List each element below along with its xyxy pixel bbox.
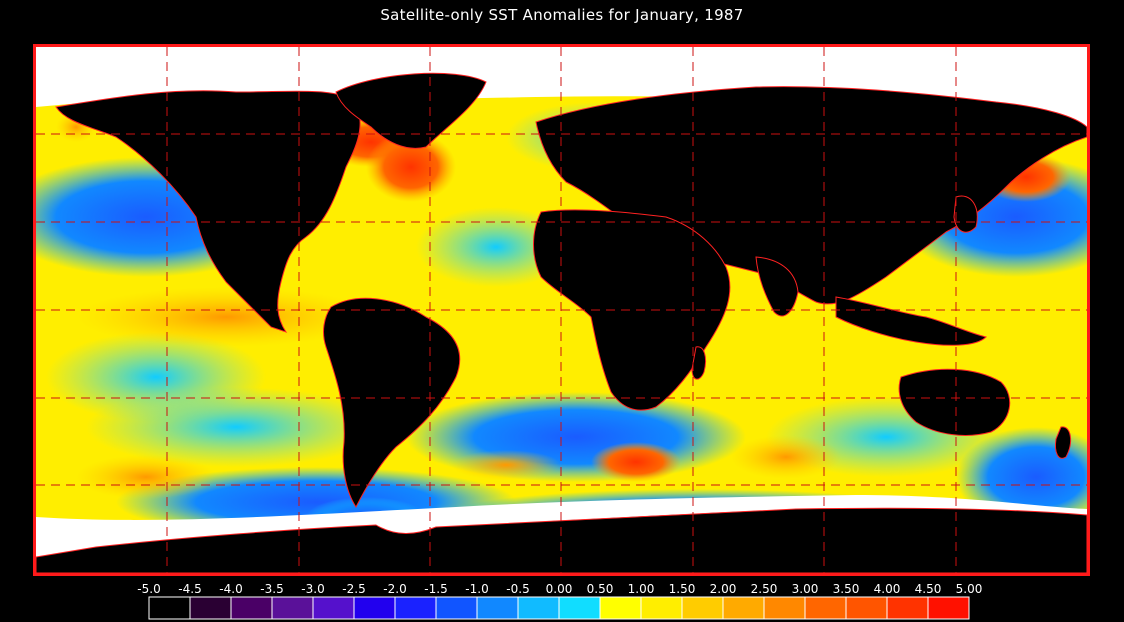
colorbar-tick-label: -4.0 xyxy=(219,582,243,596)
colorbar-tick-label: 1.50 xyxy=(668,582,696,596)
colorbar-tick-label: 4.50 xyxy=(914,582,942,596)
graticule xyxy=(36,47,1087,573)
north-america-land xyxy=(55,90,361,333)
colorbar-cell xyxy=(435,596,478,620)
colorbar-cell xyxy=(353,596,396,620)
new-zealand-land xyxy=(1055,426,1072,459)
colorbar-cell xyxy=(804,596,847,620)
africa-land xyxy=(533,209,731,411)
colorbar-cell xyxy=(722,596,765,620)
colorbar-tick-label: 0.50 xyxy=(586,582,614,596)
colorbar-tick-label: -3.5 xyxy=(260,582,284,596)
colorbar-tick-label: 4.00 xyxy=(873,582,901,596)
colorbar-cell xyxy=(927,596,970,620)
india-land xyxy=(755,256,799,317)
colorbar-tick-label: 3.00 xyxy=(791,582,819,596)
colorbar-tick-label: 2.50 xyxy=(750,582,778,596)
australia-land xyxy=(898,368,1011,436)
colorbar-tick-label: -2.5 xyxy=(342,582,366,596)
colorbar-cell xyxy=(517,596,560,620)
japan-land xyxy=(953,195,978,233)
colorbar-tick-label: 2.00 xyxy=(709,582,737,596)
south-america-land xyxy=(323,297,461,508)
colorbar-tick-label: 5.00 xyxy=(955,582,983,596)
colorbar-tick-label: -2.0 xyxy=(383,582,407,596)
madagascar-land xyxy=(691,346,707,380)
colorbar-tick-label: 3.50 xyxy=(832,582,860,596)
colorbar-tick-label: -3.0 xyxy=(301,582,325,596)
colorbar-cell xyxy=(189,596,232,620)
colorbar-cell xyxy=(886,596,929,620)
colorbar-cell xyxy=(558,596,601,620)
colorbar-cell xyxy=(763,596,806,620)
sst-anomaly-map xyxy=(33,44,1090,576)
map-title: Satellite-only SST Anomalies for January… xyxy=(380,6,744,24)
colorbar-tick-label: -1.5 xyxy=(424,582,448,596)
colorbar-cell xyxy=(271,596,314,620)
colorbar-cell xyxy=(845,596,888,620)
maritime-southeast-asia-land xyxy=(835,296,987,346)
colorbar-cell xyxy=(681,596,724,620)
land-masses xyxy=(36,72,1087,573)
colorbar-cell xyxy=(476,596,519,620)
colorbar-cell xyxy=(148,596,191,620)
colorbar-tick-label: -0.5 xyxy=(506,582,530,596)
colorbar-tick-label: -1.0 xyxy=(465,582,489,596)
greenland-land xyxy=(335,72,487,149)
colorbar-cell xyxy=(230,596,273,620)
colorbar xyxy=(148,596,970,620)
colorbar-tick-label: -4.5 xyxy=(178,582,202,596)
colorbar-cell xyxy=(640,596,683,620)
colorbar-cell xyxy=(394,596,437,620)
colorbar-tick-label: -5.0 xyxy=(137,582,161,596)
colorbar-cell xyxy=(599,596,642,620)
colorbar-cell xyxy=(312,596,355,620)
colorbar-tick-label: 0.00 xyxy=(545,582,573,596)
colorbar-tick-label: 1.00 xyxy=(627,582,655,596)
map-canvas xyxy=(36,47,1087,573)
antarctica-land xyxy=(36,507,1087,573)
